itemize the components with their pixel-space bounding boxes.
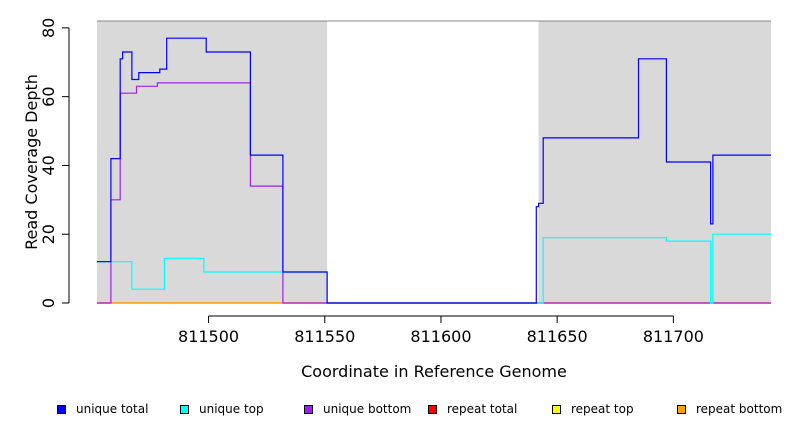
legend-label: unique top [199, 402, 264, 416]
legend-item-unique-top: unique top [180, 399, 264, 419]
x-axis-title: Coordinate in Reference Genome [301, 362, 567, 381]
series-line-unique-total [97, 37, 771, 304]
legend-label: unique total [76, 402, 149, 416]
shaded-region-2 [538, 21, 771, 303]
legend-swatch [304, 404, 313, 414]
legend-item-unique-total: unique total [57, 399, 148, 419]
legend: unique total unique top unique bottom repea… [0, 399, 792, 419]
x-tick-label-811700: 811700 [643, 327, 704, 346]
axes: 0 20 40 60 80 811500 811550 811600 811650 811700 [39, 18, 771, 346]
legend-swatch [180, 404, 189, 414]
legend-item-repeat-bottom: repeat bottom [677, 399, 782, 419]
x-tick-label-811650: 811650 [527, 327, 588, 346]
legend-label: repeat total [447, 402, 518, 416]
shaded-region-1 [97, 21, 328, 303]
legend-label: unique bottom [323, 402, 412, 416]
legend-swatch [677, 404, 686, 414]
legend-item-repeat-top: repeat top [552, 399, 634, 419]
y-tick-label-80: 80 [39, 18, 58, 38]
shaded-regions [97, 21, 771, 303]
legend-swatch [428, 404, 437, 414]
y-tick-label-40: 40 [39, 155, 58, 175]
x-tick-label-811600: 811600 [410, 327, 471, 346]
y-axis-title: Read Coverage Depth [22, 74, 41, 250]
legend-item-unique-bottom: unique bottom [304, 399, 411, 419]
y-tick-label-20: 20 [39, 224, 58, 244]
legend-label: repeat bottom [696, 402, 783, 416]
x-tick-label-811550: 811550 [294, 327, 355, 346]
legend-swatch [552, 404, 561, 414]
legend-item-repeat-total: repeat total [428, 399, 517, 419]
y-tick-label-60: 60 [39, 86, 58, 106]
y-tick-label-0: 0 [39, 298, 58, 308]
series-layer [97, 37, 771, 304]
legend-swatch [57, 404, 66, 414]
x-tick-label-811500: 811500 [178, 327, 239, 346]
series-line-unique-bottom [97, 82, 771, 304]
legend-label: repeat top [571, 402, 634, 416]
